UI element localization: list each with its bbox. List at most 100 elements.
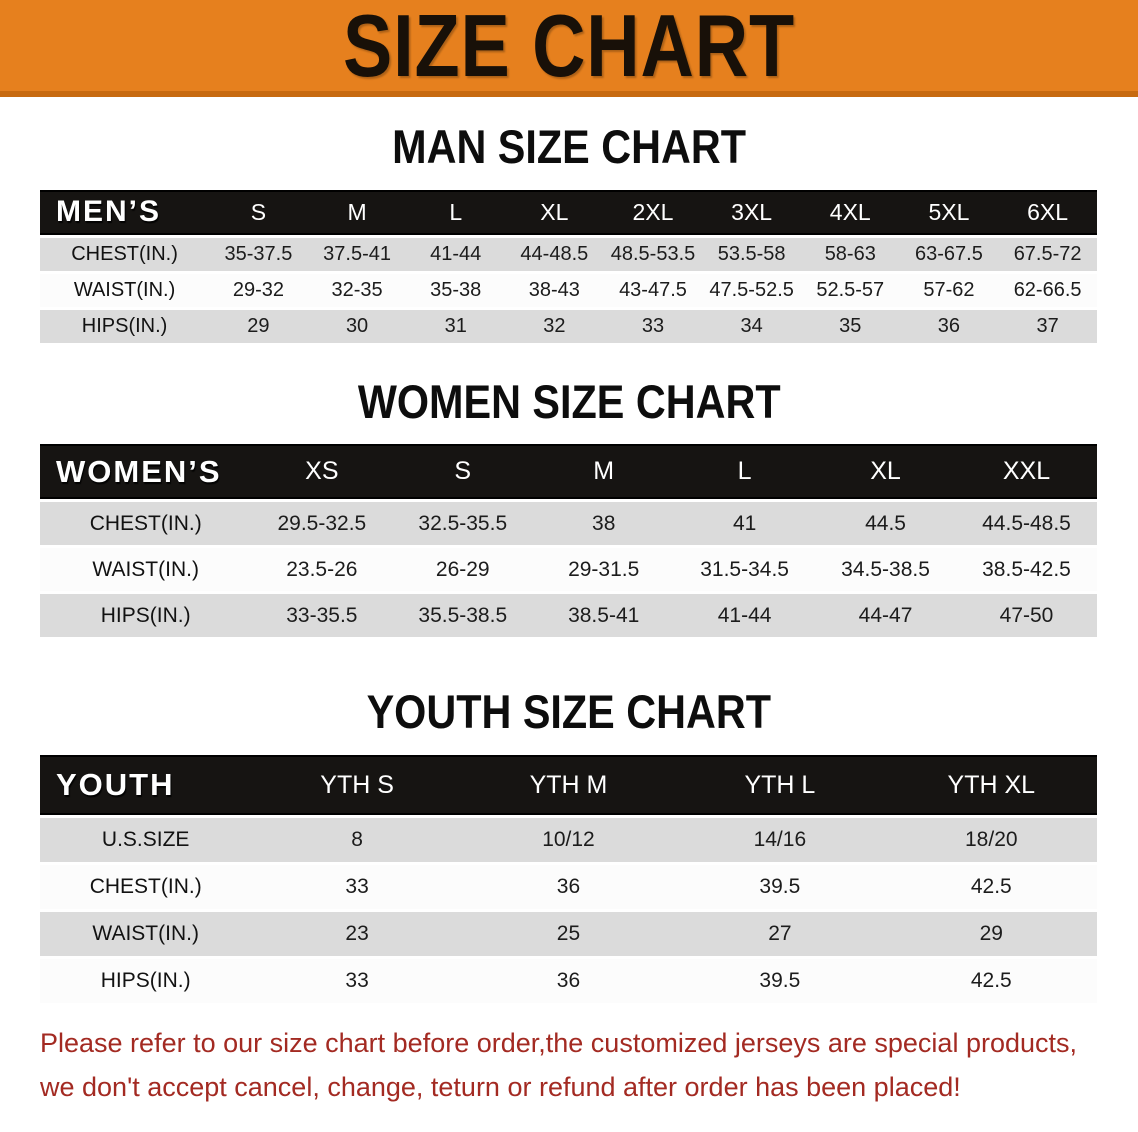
size-value-cell: 31.5-34.5 [674, 548, 816, 592]
size-value-cell: 44-47 [815, 594, 956, 638]
measure-row-label: CHEST(IN.) [40, 502, 252, 546]
size-value-cell: 52.5-57 [800, 273, 900, 307]
size-value-cell: 35.5-38.5 [392, 594, 534, 638]
size-column-header: YTH M [462, 755, 675, 816]
size-value-cell: 29-31.5 [533, 548, 675, 592]
measure-row-label: WAIST(IN.) [40, 912, 252, 957]
size-value-cell: 18/20 [885, 818, 1097, 863]
youth-size-table: YOUTH YTH S YTH M YTH L YTH XL U.S.SIZE 8 10/12… [40, 752, 1097, 1006]
size-column-header: XXL [956, 444, 1097, 500]
size-column-header: L [674, 444, 816, 500]
size-value-cell: 41 [674, 502, 816, 546]
size-value-cell: 33-35.5 [251, 594, 393, 638]
measure-row-label: WAIST(IN.) [40, 273, 210, 307]
size-value-cell: 47-50 [956, 594, 1097, 638]
size-column-header: M [307, 189, 407, 235]
size-value-cell: 44-48.5 [505, 237, 604, 271]
measure-row-label: HIPS(IN.) [40, 959, 252, 1004]
table-row: HIPS(IN.) 33 36 39.5 42.5 [40, 959, 1097, 1004]
size-value-cell: 38.5-41 [533, 594, 675, 638]
table-row: U.S.SIZE 8 10/12 14/16 18/20 [40, 818, 1097, 863]
disclaimer-line-2: we don't accept cancel, change, teturn o… [40, 1071, 961, 1102]
size-value-cell: 33 [251, 959, 463, 1004]
size-value-cell: 67.5-72 [998, 237, 1097, 271]
size-value-cell: 41-44 [406, 237, 506, 271]
size-value-cell: 37 [998, 309, 1097, 343]
size-value-cell: 27 [674, 912, 886, 957]
table-row: WAIST(IN.) 23 25 27 29 [40, 912, 1097, 957]
size-value-cell: 38.5-42.5 [956, 548, 1097, 592]
men-size-table: MEN’S S M L XL 2XL 3XL 4XL 5XL 6XL CHEST(IN.) 35-37… [40, 187, 1097, 346]
size-value-cell: 36 [899, 309, 999, 343]
size-column-header: L [406, 189, 506, 235]
table-corner-label: YOUTH [40, 755, 252, 816]
size-value-cell: 41-44 [674, 594, 816, 638]
measure-row-label: HIPS(IN.) [40, 309, 210, 343]
size-value-cell: 23 [251, 912, 463, 957]
size-value-cell: 26-29 [392, 548, 534, 592]
table-row: WAIST(IN.) 23.5-26 26-29 29-31.5 31.5-34.5 34… [40, 548, 1097, 592]
women-size-chart-heading: WOMEN SIZE CHART [357, 374, 781, 428]
size-value-cell: 29 [209, 309, 308, 343]
measure-row-label: U.S.SIZE [40, 818, 252, 863]
size-value-cell: 62-66.5 [998, 273, 1097, 307]
size-value-cell: 63-67.5 [899, 237, 999, 271]
men-size-table-wrap: MEN’S S M L XL 2XL 3XL 4XL 5XL 6XL CHEST(IN.) 35-37… [40, 187, 1097, 346]
size-column-header: 2XL [603, 189, 703, 235]
size-value-cell: 32.5-35.5 [392, 502, 534, 546]
table-row: HIPS(IN.) 29 30 31 32 33 34 35 36 37 [40, 309, 1097, 343]
size-column-header: S [392, 444, 534, 500]
size-value-cell: 34 [702, 309, 801, 343]
size-value-cell: 35 [800, 309, 900, 343]
size-value-cell: 39.5 [674, 865, 886, 910]
size-value-cell: 10/12 [462, 818, 675, 863]
women-size-table: WOMEN’S XS S M L XL XXL CHEST(IN.) 29.5-32.5 32.5… [40, 441, 1097, 640]
size-value-cell: 8 [251, 818, 463, 863]
size-column-header: XS [251, 444, 393, 500]
size-value-cell: 34.5-38.5 [815, 548, 956, 592]
disclaimer-line-1: Please refer to our size chart before or… [40, 1028, 1078, 1059]
measure-row-label: HIPS(IN.) [40, 594, 252, 638]
size-column-header: XL [815, 444, 956, 500]
size-column-header: M [533, 444, 675, 500]
table-row: CHEST(IN.) 29.5-32.5 32.5-35.5 38 41 44.5 44.5… [40, 502, 1097, 546]
table-corner-label: MEN’S [40, 189, 210, 235]
size-value-cell: 37.5-41 [307, 237, 407, 271]
size-value-cell: 43-47.5 [603, 273, 703, 307]
size-value-cell: 42.5 [885, 959, 1097, 1004]
size-value-cell: 31 [406, 309, 506, 343]
size-chart-banner: SIZE CHART [0, 0, 1138, 97]
size-value-cell: 35-37.5 [209, 237, 308, 271]
size-value-cell: 30 [307, 309, 407, 343]
size-value-cell: 36 [462, 959, 675, 1004]
table-corner-label: WOMEN’S [40, 444, 252, 500]
size-value-cell: 42.5 [885, 865, 1097, 910]
size-value-cell: 32 [505, 309, 604, 343]
size-header-row: WOMEN’S XS S M L XL XXL [40, 444, 1097, 500]
size-value-cell: 29.5-32.5 [251, 502, 393, 546]
men-size-chart-heading: MAN SIZE CHART [392, 120, 746, 173]
youth-size-chart-heading: YOUTH SIZE CHART [366, 685, 772, 739]
table-row: WAIST(IN.) 29-32 32-35 35-38 38-43 43-47.5 47.… [40, 273, 1097, 307]
size-header-row: MEN’S S M L XL 2XL 3XL 4XL 5XL 6XL [40, 189, 1097, 235]
size-value-cell: 38-43 [505, 273, 604, 307]
measure-row-label: CHEST(IN.) [40, 237, 210, 271]
size-column-header: YTH S [251, 755, 463, 816]
size-value-cell: 36 [462, 865, 675, 910]
size-column-header: XL [505, 189, 604, 235]
table-row: CHEST(IN.) 33 36 39.5 42.5 [40, 865, 1097, 910]
size-column-header: S [209, 189, 308, 235]
size-column-header: YTH L [674, 755, 886, 816]
youth-size-table-wrap: YOUTH YTH S YTH M YTH L YTH XL U.S.SIZE 8 10/12… [40, 752, 1097, 1006]
youth-size-section: YOUTH SIZE CHART YOUTH YTH S YTH M YTH L YTH… [0, 686, 1138, 1006]
size-value-cell: 44.5 [815, 502, 956, 546]
size-column-header: 4XL [800, 189, 900, 235]
size-value-cell: 29-32 [209, 273, 308, 307]
size-value-cell: 58-63 [800, 237, 900, 271]
size-column-header: 3XL [702, 189, 801, 235]
size-value-cell: 33 [603, 309, 703, 343]
measure-row-label: CHEST(IN.) [40, 865, 252, 910]
size-value-cell: 39.5 [674, 959, 886, 1004]
women-size-table-wrap: WOMEN’S XS S M L XL XXL CHEST(IN.) 29.5-32.5 32.5… [40, 441, 1097, 640]
women-size-section: WOMEN SIZE CHART WOMEN’S XS S M L XL XXL CHEST(… [0, 374, 1138, 641]
